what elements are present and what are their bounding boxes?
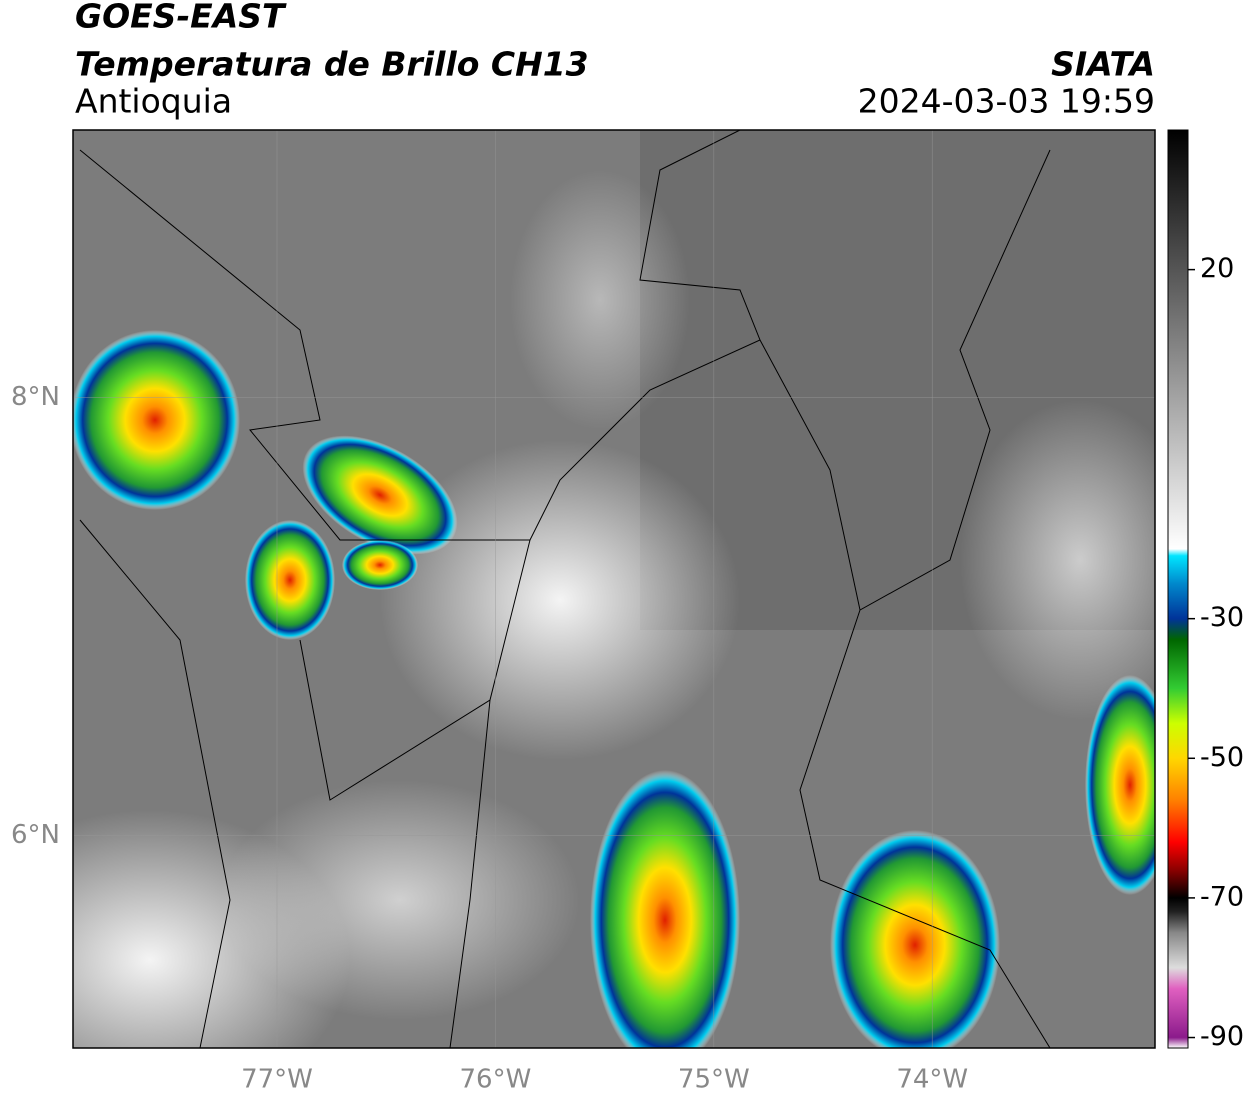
x-tick-label: 76°W [460,1065,532,1095]
map-frame [72,129,1156,1049]
colorbar-tick-label: -70 [1200,881,1244,912]
cloud [380,440,740,760]
x-tick-label: 77°W [241,1065,313,1095]
colorbar [1167,129,1189,1049]
storm-cell [830,830,1000,1048]
colorbar-tick-label: -50 [1200,742,1244,773]
x-tick-label: 74°W [896,1065,968,1095]
x-tick-label: 75°W [678,1065,750,1095]
map-image [73,130,1155,1048]
cloud [510,170,690,430]
border-lines [79,130,1051,1048]
cloud [960,400,1155,720]
storm-cell [73,330,240,510]
title: GOES-EAST [75,0,287,36]
colorbar-tick-label: -30 [1200,602,1244,633]
colorbar-tick-label: -90 [1200,1021,1244,1052]
region: Antioquia [75,82,232,121]
storm-cell [1085,675,1155,895]
subtitle: Temperatura de Brillo CH13 [75,45,589,84]
storm-cell [342,540,418,590]
storm-cell [302,435,458,555]
datetime: 2024-03-03 19:59 [858,82,1155,121]
y-tick-label: 8°N [11,382,60,412]
colorbar-tick-label: 20 [1200,253,1234,284]
storm-cell [245,520,335,640]
storm-cell [590,770,740,1048]
source: SIATA [1051,45,1155,84]
cloud [220,780,580,1020]
y-tick-label: 6°N [11,820,60,850]
